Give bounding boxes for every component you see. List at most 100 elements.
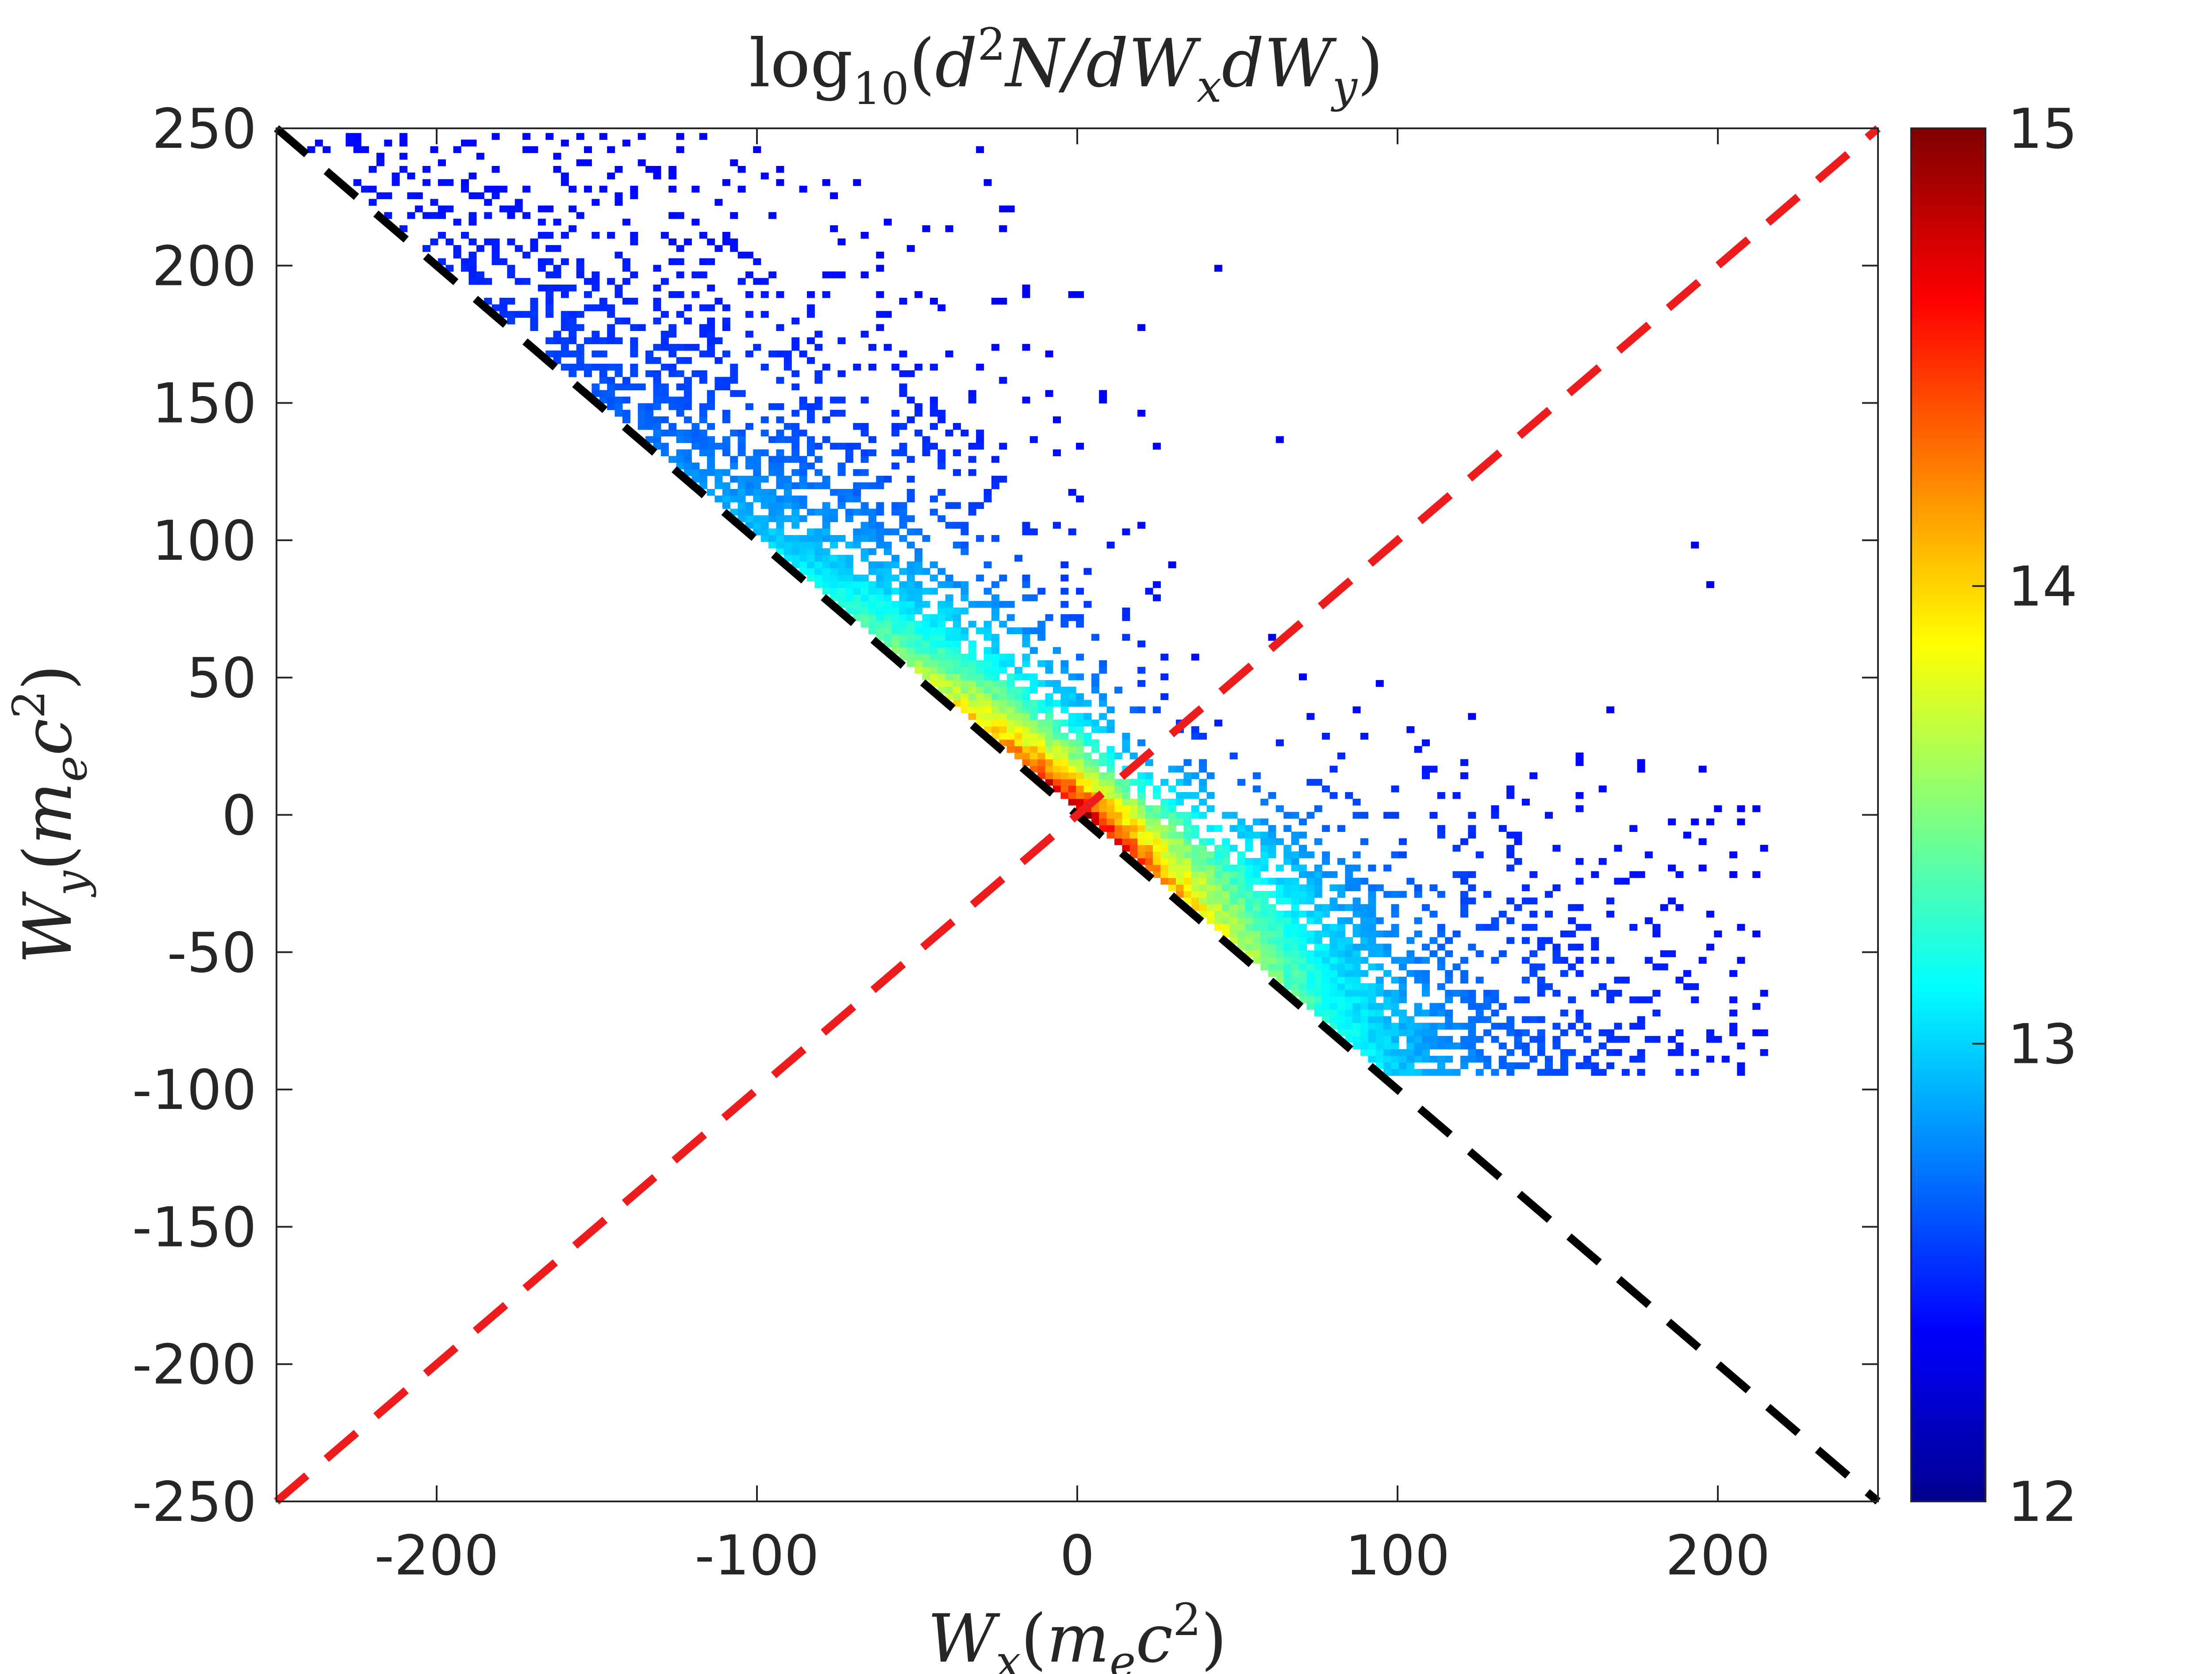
heatmap-cell: [1352, 977, 1361, 984]
heatmap-cell: [399, 133, 407, 140]
heatmap-cell: [1322, 851, 1330, 858]
heatmap-cell: [1283, 970, 1292, 977]
heatmap-cell: [576, 344, 584, 351]
heatmap-cell: [1345, 1003, 1353, 1010]
heatmap-cell: [922, 568, 930, 575]
heatmap-cell: [914, 667, 923, 674]
heatmap-cell: [1206, 838, 1215, 845]
heatmap-cell: [983, 588, 992, 595]
heatmap-cell: [1053, 752, 1061, 760]
heatmap-cell: [607, 172, 615, 180]
heatmap-cell: [968, 390, 976, 397]
heatmap-cell: [1260, 943, 1269, 951]
heatmap-cell: [1706, 1036, 1714, 1043]
heatmap-cell: [1268, 904, 1276, 911]
heatmap-cell: [1068, 792, 1076, 799]
heatmap-cell: [1137, 785, 1146, 793]
heatmap-cell: [469, 271, 477, 278]
heatmap-cell: [1445, 1016, 1453, 1023]
heatmap-cell: [806, 561, 815, 569]
heatmap-cell: [699, 304, 707, 312]
heatmap-cell: [576, 357, 584, 364]
heatmap-cell: [806, 462, 815, 469]
heatmap-cell: [1460, 989, 1468, 997]
heatmap-cell: [1306, 970, 1315, 977]
heatmap-cell: [768, 271, 777, 278]
heatmap-cell: [707, 462, 715, 469]
heatmap-cell: [653, 436, 661, 443]
heatmap-cell: [930, 574, 938, 581]
heatmap-cell: [607, 390, 615, 397]
heatmap-cell: [999, 205, 1007, 212]
heatmap-cell: [1706, 581, 1714, 588]
heatmap-cell: [676, 436, 684, 443]
heatmap-cell: [1691, 1049, 1699, 1056]
heatmap-cell: [676, 449, 684, 456]
heatmap-cell: [883, 476, 892, 483]
heatmap-cell: [1229, 884, 1238, 891]
heatmap-cell: [1029, 627, 1038, 635]
heatmap-cell: [1322, 924, 1330, 931]
heatmap-cell: [376, 192, 384, 200]
heatmap-cell: [637, 416, 646, 423]
heatmap-cell: [1214, 265, 1222, 272]
heatmap-cell: [1183, 845, 1192, 852]
heatmap-cell: [1414, 1055, 1422, 1063]
heatmap-cell: [1045, 660, 1053, 667]
heatmap-cell: [1383, 1049, 1392, 1056]
heatmap-cell: [991, 693, 999, 700]
heatmap-cell: [1229, 930, 1238, 938]
heatmap-cell: [714, 469, 723, 476]
heatmap-cell: [1575, 970, 1584, 977]
heatmap-cell: [1391, 904, 1399, 911]
heatmap-cell: [461, 185, 469, 193]
heatmap-cell: [814, 396, 823, 404]
heatmap-cell: [1468, 1043, 1476, 1050]
heatmap-cell: [968, 667, 976, 674]
heatmap-cell: [584, 185, 592, 193]
heatmap-cell: [469, 238, 477, 246]
heatmap-cell: [1406, 1036, 1415, 1043]
heatmap-cell: [1183, 877, 1192, 885]
heatmap-cell: [837, 396, 846, 404]
heatmap-cell: [1398, 989, 1407, 997]
heatmap-cell: [1452, 989, 1461, 997]
heatmap-cell: [1022, 522, 1030, 529]
heatmap-cell: [1329, 871, 1338, 878]
heatmap-cell: [1029, 528, 1038, 535]
heatmap-cell: [868, 561, 876, 569]
colorbar-tick-label: 12: [2008, 1470, 2078, 1534]
heatmap-cell: [1368, 1036, 1376, 1043]
heatmap-cell: [568, 337, 577, 344]
heatmap-cell: [1375, 1016, 1384, 1023]
heatmap-cell: [1337, 825, 1345, 832]
heatmap-cell: [1106, 542, 1115, 549]
heatmap-cell: [1329, 1016, 1338, 1023]
heatmap-cell: [1045, 706, 1053, 713]
heatmap-cell: [1383, 970, 1392, 977]
heatmap-cell: [906, 542, 915, 549]
heatmap-cell: [983, 706, 992, 713]
heatmap-cell: [1260, 851, 1269, 858]
heatmap-cell: [991, 456, 999, 463]
heatmap-cell: [1299, 871, 1307, 878]
heatmap-cell: [1283, 825, 1292, 832]
heatmap-cell: [1191, 851, 1199, 858]
heatmap-cell: [945, 686, 953, 694]
heatmap-cell: [1437, 1055, 1445, 1063]
heatmap-cell: [1145, 838, 1153, 845]
heatmap-cell: [568, 370, 577, 377]
heatmap-cell: [1291, 858, 1299, 865]
heatmap-cell: [1352, 950, 1361, 957]
heatmap-cell: [806, 304, 815, 312]
heatmap-cell: [1214, 845, 1222, 852]
heatmap-cell: [1552, 1023, 1561, 1030]
heatmap-cell: [1299, 989, 1307, 997]
heatmap-cell: [691, 423, 700, 430]
heatmap-cell: [1391, 891, 1399, 898]
heatmap-cell: [1237, 937, 1245, 944]
heatmap-cell: [1037, 706, 1046, 713]
heatmap-cell: [1260, 897, 1269, 904]
heatmap-cell: [753, 462, 761, 469]
heatmap-cell: [945, 667, 953, 674]
